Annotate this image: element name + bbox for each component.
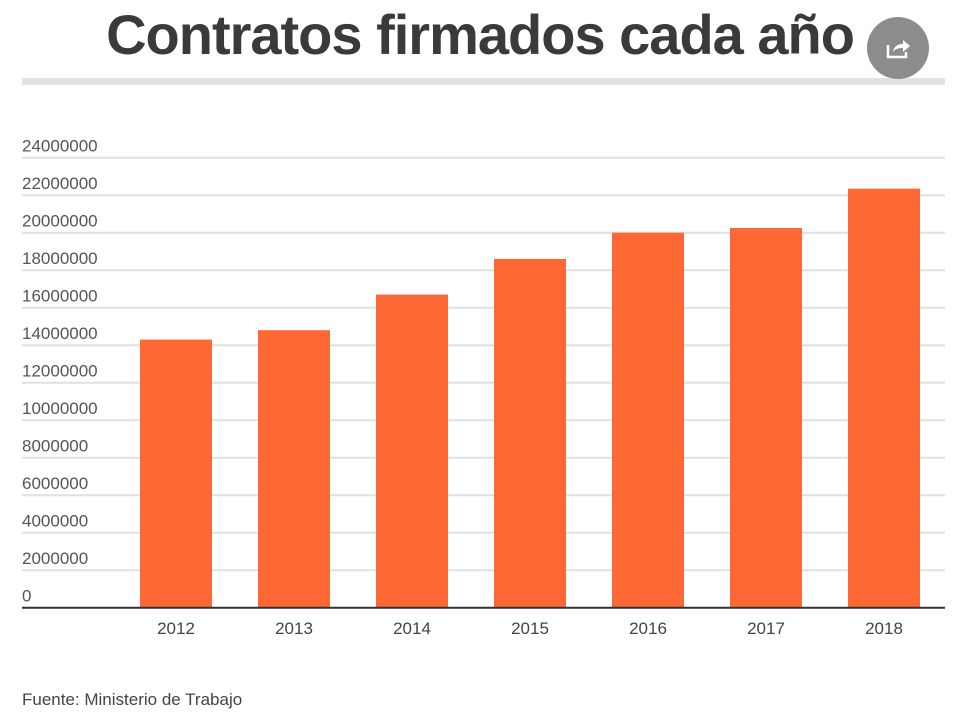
x-tick-label: 2018	[865, 619, 903, 638]
bar-2015	[494, 258, 566, 608]
bar-2016	[612, 232, 684, 608]
bar-2012	[140, 339, 212, 608]
x-tick-label: 2014	[393, 619, 431, 638]
bar-2017	[730, 228, 802, 608]
bar-2013	[258, 330, 330, 608]
y-tick-label: 18000000	[22, 249, 98, 268]
y-tick-label: 12000000	[22, 362, 98, 381]
y-tick-label: 8000000	[22, 437, 88, 456]
y-tick-label: 16000000	[22, 287, 98, 306]
title-divider	[22, 78, 945, 85]
share-button[interactable]	[867, 17, 929, 79]
y-tick-label: 6000000	[22, 474, 88, 493]
share-icon	[886, 40, 910, 59]
y-tick-label: 4000000	[22, 512, 88, 531]
source-note: Fuente: Ministerio de Trabajo	[22, 690, 243, 709]
y-tick-label: 10000000	[22, 399, 98, 418]
bar-2014	[376, 294, 448, 608]
x-tick-label: 2016	[629, 619, 667, 638]
y-tick-label: 22000000	[22, 174, 98, 193]
x-tick-label: 2015	[511, 619, 549, 638]
y-tick-label: 0	[22, 587, 31, 606]
y-tick-label: 24000000	[22, 137, 98, 156]
x-tick-label: 2013	[275, 619, 313, 638]
x-tick-label: 2012	[157, 619, 195, 638]
y-tick-label: 14000000	[22, 324, 98, 343]
chart-title: Contratos firmados cada año	[106, 3, 855, 66]
y-tick-label: 2000000	[22, 549, 88, 568]
x-tick-label: 2017	[747, 619, 785, 638]
y-tick-label: 20000000	[22, 212, 98, 231]
bar-2018	[848, 188, 920, 608]
